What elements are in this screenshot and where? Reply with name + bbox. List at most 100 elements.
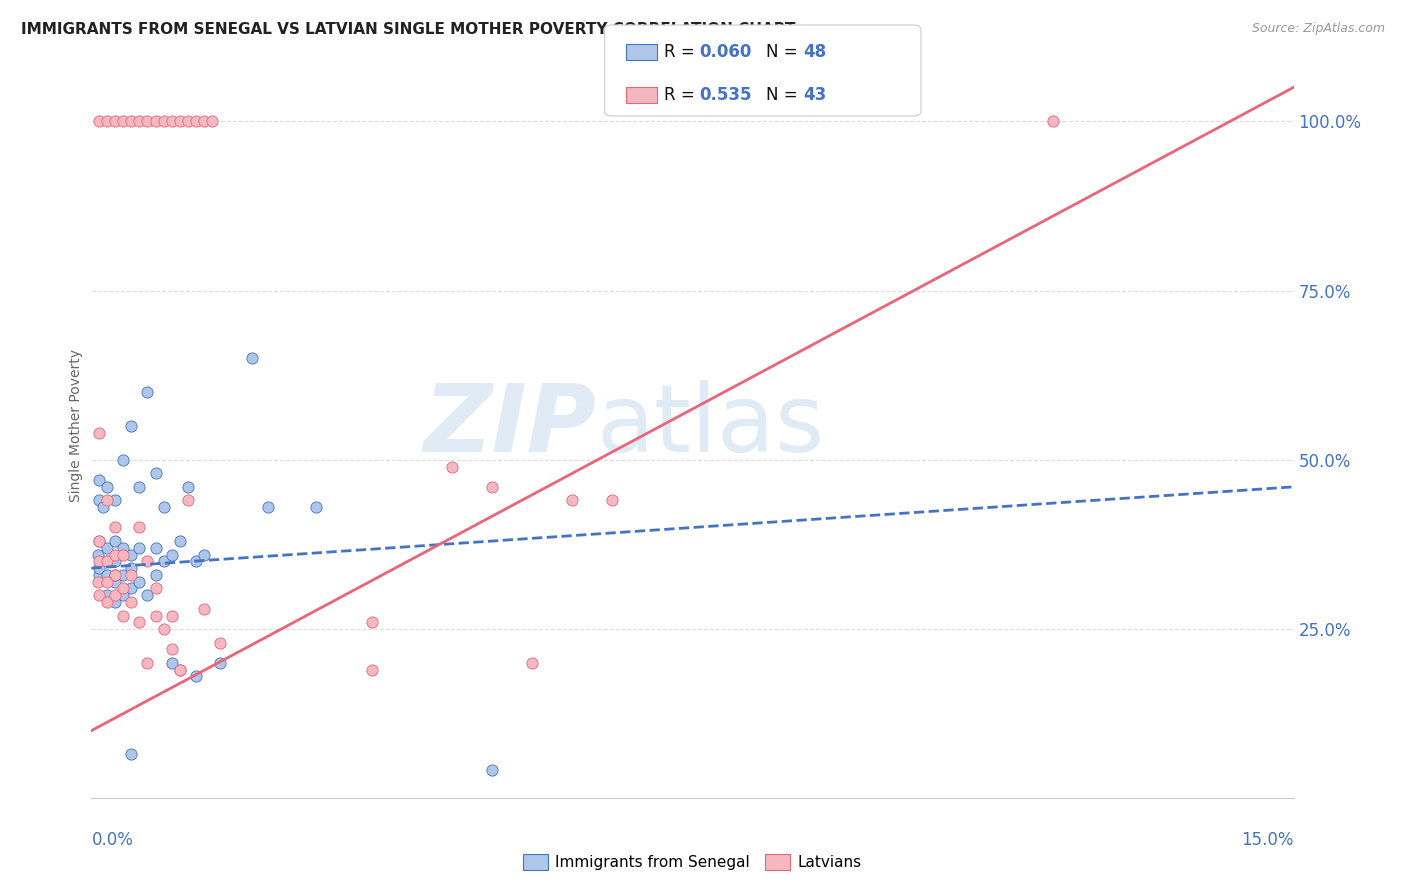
Point [152,554,174,568]
Point [360,663,382,677]
Point [121,419,143,434]
Point [145,114,167,128]
Point [104,595,127,609]
Point [128,574,150,589]
Point [160,548,183,562]
Point [208,656,231,670]
Point [240,351,263,366]
Point [169,663,191,677]
Point [169,534,191,549]
Point [112,588,135,602]
Point [169,663,191,677]
Point [128,480,150,494]
Point [184,669,207,683]
Point [152,500,174,515]
Point [136,385,159,400]
Point [160,608,183,623]
Point [89,534,111,549]
Point [89,114,111,128]
Point [481,480,503,494]
Point [193,601,215,615]
Point [152,622,174,636]
Point [145,568,167,582]
Text: 15.0%: 15.0% [1241,831,1294,849]
Point [176,480,198,494]
Point [87,554,110,568]
Point [96,114,118,128]
Point [104,554,127,568]
Point [89,493,111,508]
Text: R =: R = [664,43,700,61]
Text: 48: 48 [803,43,825,61]
Point [104,568,127,582]
Text: N =: N = [766,86,803,103]
Point [561,493,583,508]
Point [136,554,159,568]
Point [136,588,159,602]
Text: 0.0%: 0.0% [91,831,134,849]
Point [121,568,143,582]
Point [128,541,150,555]
Point [128,520,150,534]
Point [87,568,110,582]
Point [112,548,135,562]
Point [104,520,127,534]
Text: 0.535: 0.535 [699,86,751,103]
Point [305,500,328,515]
Point [96,541,118,555]
Point [145,582,167,596]
Point [152,114,174,128]
Point [96,480,118,494]
Point [184,114,207,128]
Text: R =: R = [664,86,700,103]
Point [104,548,127,562]
Text: ZIP: ZIP [423,380,596,472]
Point [160,642,183,657]
Text: IMMIGRANTS FROM SENEGAL VS LATVIAN SINGLE MOTHER POVERTY CORRELATION CHART: IMMIGRANTS FROM SENEGAL VS LATVIAN SINGL… [21,22,796,37]
Point [112,114,135,128]
Point [145,467,167,481]
Legend: Immigrants from Senegal, Latvians: Immigrants from Senegal, Latvians [517,848,868,876]
Point [136,114,159,128]
Point [96,554,118,568]
Point [104,114,127,128]
Point [121,561,143,575]
Point [89,534,111,549]
Point [121,595,143,609]
Point [360,615,382,630]
Point [1042,114,1064,128]
Point [160,656,183,670]
Point [89,473,111,487]
Point [145,608,167,623]
Point [128,615,150,630]
Point [176,114,198,128]
Point [602,493,624,508]
Point [128,114,150,128]
Point [96,588,118,602]
Point [160,114,183,128]
Point [184,554,207,568]
Y-axis label: Single Mother Poverty: Single Mother Poverty [69,350,83,502]
Point [104,534,127,549]
Text: Source: ZipAtlas.com: Source: ZipAtlas.com [1251,22,1385,36]
Point [256,500,278,515]
Text: 43: 43 [803,86,827,103]
Point [104,588,127,602]
Point [96,595,118,609]
Point [193,114,215,128]
Point [104,568,127,582]
Point [104,574,127,589]
Point [112,541,135,555]
Point [112,608,135,623]
Point [93,500,115,515]
Point [481,763,503,777]
Point [121,747,143,762]
Point [121,548,143,562]
Point [96,554,118,568]
Point [89,425,111,440]
Point [145,541,167,555]
Point [522,656,544,670]
Point [121,582,143,596]
Point [89,588,111,602]
Point [169,114,191,128]
